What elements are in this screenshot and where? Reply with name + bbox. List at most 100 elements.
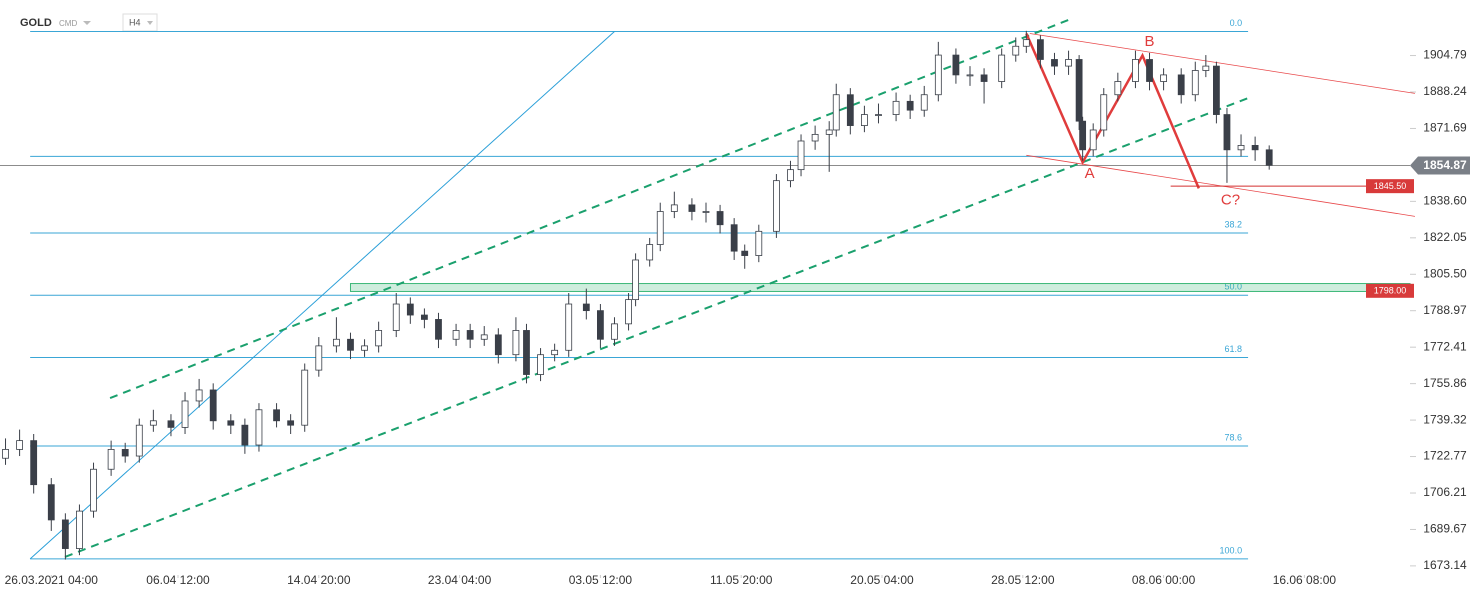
y-tick-label: 1788.97 [1423,303,1467,317]
candle-body [452,330,460,340]
annotation: A [1085,165,1095,182]
fib-label: 50.0 [1225,282,1243,292]
candle-body [1100,94,1108,131]
x-tick-label: 20.05 04:00 [850,573,914,587]
candle-body [966,74,974,77]
candle-body [1051,59,1058,67]
y-tick-label: 1673.14 [1423,558,1467,572]
candle-body [1177,74,1185,96]
candle-body [301,369,309,426]
candle-body [755,230,763,256]
x-tick-label: 03.05 12:00 [569,573,633,587]
fib-label: 0.0 [1230,18,1243,28]
candle-body [688,204,696,212]
candle-body [466,330,474,340]
candle-body [392,303,400,331]
candle-body [980,74,988,82]
candle-body [195,389,203,402]
candle-body [121,449,129,457]
trend-line [1025,32,1200,189]
y-tick-label: 1838.60 [1423,194,1467,208]
candle-body [523,330,530,375]
candle-body [551,349,559,356]
candle-body [1079,120,1087,151]
candle-body [741,250,749,256]
candle-body [2,449,9,459]
candle-body [1146,59,1153,82]
fib-label: 38.2 [1225,219,1243,229]
candle-body [361,345,368,351]
y-tick-label: 1689.67 [1423,522,1467,536]
x-tick-label: 11.05 20:00 [710,573,773,587]
candle-body [875,114,882,116]
level-mark-label: 1845.50 [1374,181,1407,191]
candle-body [920,94,928,111]
candle-body [167,420,175,428]
candle-body [494,334,502,356]
candle-body [30,440,38,486]
candle-body [646,244,654,261]
y-tick-label: 1739.32 [1423,412,1467,426]
y-tick-label: 1871.69 [1423,121,1467,135]
candle-body [632,259,639,301]
fib-label: 100.0 [1220,545,1243,555]
candle-body [670,204,678,212]
x-tick-label: 06.04 12:00 [146,573,210,587]
candle-body [76,510,83,549]
candle-body [47,484,55,521]
dropdown-arrow[interactable] [147,21,153,25]
trend-line [109,17,1073,400]
symbol: GOLD [20,17,52,29]
candle-body [597,310,604,340]
candle-body [16,440,24,450]
candle-body [435,319,442,340]
candle-body [1114,81,1122,96]
fib-label: 78.6 [1225,432,1243,442]
y-tick-label: 1722.77 [1423,449,1467,463]
candle-body [1223,114,1231,151]
trend-line [29,31,615,560]
candle-body [832,94,840,131]
candle-body [315,345,323,371]
x-tick-label: 28.05 12:00 [991,573,1055,587]
y-tick-label: 1805.50 [1423,266,1467,280]
candle-body [406,303,414,316]
candle-body [512,330,520,356]
annotation: B [1145,33,1155,50]
dropdown-arrow[interactable] [83,21,91,25]
x-tick-label: 26.03.2021 04:00 [5,573,99,587]
candle-body [825,129,833,135]
candle-body [1065,59,1072,67]
trend-line [1029,33,1415,94]
zone-label: 1798.00 [1374,286,1407,296]
candle-body [861,114,868,126]
candle-body [135,424,143,457]
y-tick-label: 1904.79 [1423,48,1467,62]
interval-box[interactable] [122,13,158,32]
candle-body [892,100,900,115]
market[interactable]: CMD [59,19,77,28]
candle-body [787,169,794,182]
candle-body [1202,65,1210,71]
y-tick-label: 1755.86 [1423,376,1467,390]
candle-body [611,323,618,340]
fib-label: 61.8 [1225,344,1243,354]
interval[interactable]: H4 [129,17,141,27]
candle-body [241,424,249,446]
y-tick-label: 1706.21 [1423,485,1467,499]
candle-body [846,94,854,126]
candle-body [811,133,819,142]
candle-body [730,224,738,252]
y-tick-label: 1772.41 [1423,339,1467,353]
candle-body [332,338,340,347]
candle-body [375,330,383,347]
candle-body [582,303,590,312]
candle-body [1012,45,1020,56]
candle-body [287,420,295,426]
candle-body [209,389,217,422]
candle-body [716,211,724,226]
candle-body [1037,39,1044,60]
candle-body [1191,70,1199,96]
candle-body [952,54,960,76]
candle-body [90,468,97,512]
